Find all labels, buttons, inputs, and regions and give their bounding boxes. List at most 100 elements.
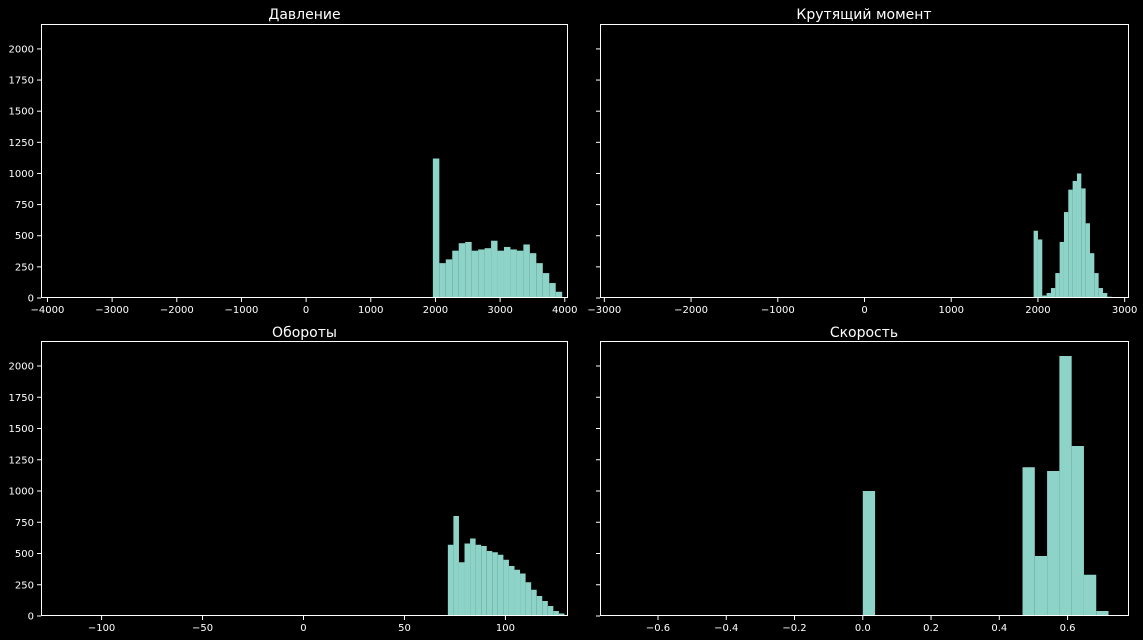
histogram-bar xyxy=(542,273,550,298)
histogram-bar xyxy=(478,249,485,298)
y-tick-label: 1000 xyxy=(9,169,34,180)
x-tick-label: 2000 xyxy=(423,305,448,316)
x-tick-label: −100 xyxy=(88,623,115,634)
histogram-bar xyxy=(503,246,511,298)
y-tick-label: 500 xyxy=(15,231,34,242)
histogram-bar xyxy=(536,263,543,298)
x-tick-label: 100 xyxy=(496,623,515,634)
histogram-bar xyxy=(475,544,482,616)
y-tick-label: 0 xyxy=(28,294,34,305)
histogram-bar xyxy=(542,601,548,616)
histogram-bar xyxy=(1055,273,1060,298)
histogram-bar xyxy=(445,259,453,298)
histogram-bar xyxy=(555,291,563,298)
axes: −100 −50 0 50 100025050075010001250150017502… xyxy=(9,341,568,634)
y-tick-label: 0 xyxy=(28,612,34,623)
histogram-bar xyxy=(516,250,524,298)
histogram-bar xyxy=(1083,574,1097,616)
x-tick-label: 1000 xyxy=(938,305,963,316)
panel-rpm: Обороты −100 −50 0 50 1000250500750100012501… xyxy=(9,325,568,634)
histogram-bar xyxy=(497,250,504,298)
y-tick-label: 1250 xyxy=(9,138,34,149)
histogram-bar xyxy=(1085,223,1090,298)
x-tick-label: 1000 xyxy=(358,305,383,316)
x-tick-label: −1000 xyxy=(225,305,259,316)
y-tick-label: 1250 xyxy=(9,455,34,466)
axes-frame xyxy=(41,24,568,298)
histogram-bar xyxy=(536,596,543,616)
histogram-bar xyxy=(491,240,498,298)
x-tick-label: −0.6 xyxy=(646,623,670,634)
x-tick-label: 2000 xyxy=(1025,305,1050,316)
histogram-bar xyxy=(486,551,493,616)
histogram-bar xyxy=(503,559,509,616)
histogram-bar xyxy=(1071,446,1084,616)
histogram-bar xyxy=(453,516,459,616)
histogram-bar xyxy=(439,263,446,298)
x-tick-label: 50 xyxy=(398,623,411,634)
y-tick-label: 750 xyxy=(15,518,34,529)
histogram-bar xyxy=(1059,241,1064,298)
histogram-bar xyxy=(525,582,532,616)
axes: −4000 −3000 −2000 −1000 0 1000 2000 3000 4000 0 25… xyxy=(9,24,577,316)
y-tick-label: 2000 xyxy=(9,362,34,373)
histogram-bar xyxy=(510,249,517,298)
histogram-bar xyxy=(432,158,440,298)
histogram-bar xyxy=(458,562,465,616)
x-tick-label: −1000 xyxy=(761,305,795,316)
axes-frame xyxy=(41,341,568,616)
histogram-bar xyxy=(508,566,515,616)
histogram-bar xyxy=(1068,189,1073,298)
histogram-bar xyxy=(529,253,537,298)
axes-frame xyxy=(600,24,1129,298)
histogram-bar xyxy=(1081,188,1086,298)
histogram-bar xyxy=(547,606,554,616)
x-tick-label: −3000 xyxy=(587,305,621,316)
histogram-bar xyxy=(549,283,556,298)
x-tick-label: −4000 xyxy=(31,305,65,316)
x-tick-label: 0 xyxy=(303,305,309,316)
histogram-bar xyxy=(1089,253,1095,298)
y-tick-label: 1750 xyxy=(9,393,34,404)
histogram-bar xyxy=(1094,273,1099,298)
histogram-bar xyxy=(470,538,476,616)
y-tick-label: 2000 xyxy=(9,44,34,55)
histogram-bar xyxy=(1033,230,1038,298)
histogram-bar xyxy=(558,613,565,616)
histogram-bars xyxy=(862,356,1109,616)
y-tick-label: 1500 xyxy=(9,107,34,118)
histogram-bar xyxy=(1076,173,1082,298)
y-tick-label: 750 xyxy=(15,200,34,211)
histogram-bar xyxy=(1046,293,1051,298)
x-tick-label: 0.4 xyxy=(991,623,1007,634)
x-tick-label: 4000 xyxy=(552,305,577,316)
y-tick-label: 1500 xyxy=(9,424,34,435)
x-tick-label: 0.2 xyxy=(923,623,939,634)
histogram-bar xyxy=(465,241,472,298)
histogram-bar xyxy=(452,250,459,298)
histogram-bar xyxy=(1059,356,1072,616)
histogram-bar xyxy=(1096,611,1109,616)
y-tick-label: 250 xyxy=(15,262,34,273)
histogram-bar xyxy=(520,573,526,616)
histogram-bar xyxy=(1102,293,1108,298)
y-tick-label: 500 xyxy=(15,549,34,560)
axes: −0.6 −0.4 −0.2 0.0 0.2 0.4 0.6 xyxy=(596,341,1129,634)
histogram-bar xyxy=(464,543,471,616)
panel-title: Давление xyxy=(268,7,340,23)
histogram-bar xyxy=(1042,295,1047,298)
histogram-bar xyxy=(1037,239,1043,298)
x-tick-label: 3000 xyxy=(1112,305,1137,316)
histogram-bar xyxy=(514,569,521,616)
histogram-bar xyxy=(1050,288,1056,298)
histogram-bar xyxy=(471,250,479,298)
histogram-bar xyxy=(497,554,504,616)
histogram-bar xyxy=(523,244,530,298)
histogram-bars xyxy=(1033,173,1112,298)
panel-title: Крутящий момент xyxy=(796,7,931,23)
panel-title: Обороты xyxy=(272,325,337,341)
histogram-bars xyxy=(432,158,563,298)
x-tick-label: 0 xyxy=(861,305,867,316)
x-tick-label: −50 xyxy=(192,623,213,634)
